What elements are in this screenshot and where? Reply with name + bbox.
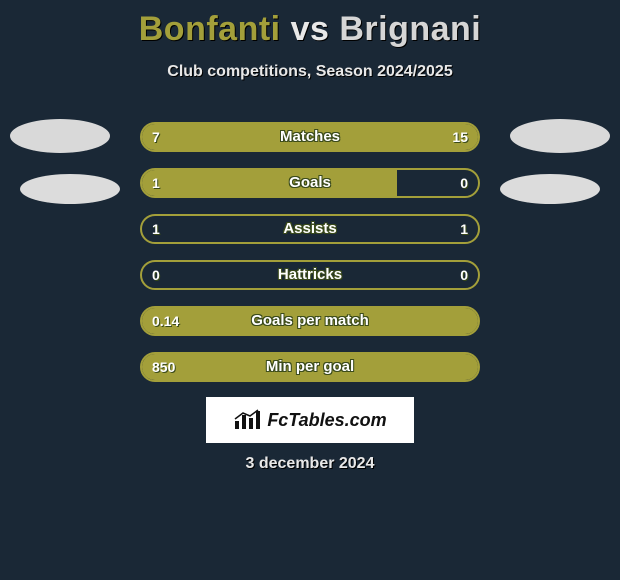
vs-text: vs	[291, 10, 330, 48]
player1-name: Bonfanti	[139, 10, 281, 48]
stat-label: Goals per match	[142, 308, 478, 334]
player2-club-placeholder	[500, 174, 600, 204]
stat-label: Matches	[142, 124, 478, 150]
player2-name: Brignani	[339, 10, 481, 48]
comparison-card: Bonfanti vs Brignani Club competitions, …	[0, 0, 620, 580]
stat-label: Hattricks	[142, 262, 478, 288]
stats-bars: 715Matches 10Goals 11Assists 00Hattricks 0.1…	[140, 122, 480, 398]
logo-text: FcTables.com	[267, 410, 386, 431]
stat-row: 10Goals	[140, 168, 480, 198]
stat-label: Goals	[142, 170, 478, 196]
page-title: Bonfanti vs Brignani	[0, 0, 620, 49]
logo-chart-icon	[233, 409, 261, 431]
stat-label: Min per goal	[142, 354, 478, 380]
stat-row: 850Min per goal	[140, 352, 480, 382]
stat-label: Assists	[142, 216, 478, 242]
logo: FcTables.com	[206, 397, 414, 443]
stat-row: 11Assists	[140, 214, 480, 244]
stat-row: 00Hattricks	[140, 260, 480, 290]
stat-row: 0.14Goals per match	[140, 306, 480, 336]
subtitle: Club competitions, Season 2024/2025	[0, 63, 620, 81]
player2-avatar-placeholder	[510, 119, 610, 153]
player1-avatar-placeholder	[10, 119, 110, 153]
date: 3 december 2024	[0, 455, 620, 473]
player1-club-placeholder	[20, 174, 120, 204]
stat-row: 715Matches	[140, 122, 480, 152]
